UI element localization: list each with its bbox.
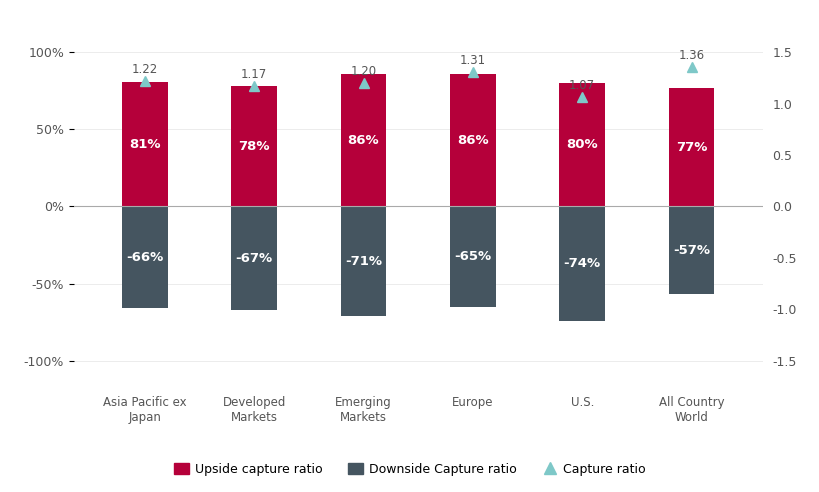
Text: -74%: -74%: [563, 257, 600, 270]
Bar: [667, 207, 713, 294]
Bar: [450, 74, 495, 207]
Text: 1.07: 1.07: [568, 79, 595, 92]
Bar: [559, 83, 604, 207]
Text: 86%: 86%: [456, 134, 488, 147]
Bar: [231, 207, 277, 310]
Bar: [667, 88, 713, 207]
Text: 80%: 80%: [566, 138, 597, 152]
Text: 1.31: 1.31: [459, 54, 486, 67]
Bar: [559, 207, 604, 321]
Text: 1.22: 1.22: [132, 63, 158, 76]
Bar: [231, 86, 277, 207]
Text: 1.20: 1.20: [350, 65, 376, 78]
Legend: Upside capture ratio, Downside Capture ratio, Capture ratio: Upside capture ratio, Downside Capture r…: [169, 458, 650, 481]
Text: -66%: -66%: [126, 251, 163, 264]
Bar: [122, 207, 168, 308]
Text: -71%: -71%: [345, 255, 382, 268]
Bar: [340, 207, 386, 316]
Text: 1.17: 1.17: [241, 68, 267, 81]
Text: 86%: 86%: [347, 134, 379, 147]
Text: -65%: -65%: [454, 250, 491, 263]
Text: -67%: -67%: [235, 251, 273, 265]
Text: -57%: -57%: [672, 244, 709, 257]
Text: 81%: 81%: [129, 138, 161, 151]
Text: 1.36: 1.36: [677, 49, 704, 62]
Bar: [122, 82, 168, 207]
Bar: [340, 74, 386, 207]
Bar: [450, 207, 495, 307]
Text: 77%: 77%: [675, 141, 706, 154]
Text: 78%: 78%: [238, 140, 269, 153]
